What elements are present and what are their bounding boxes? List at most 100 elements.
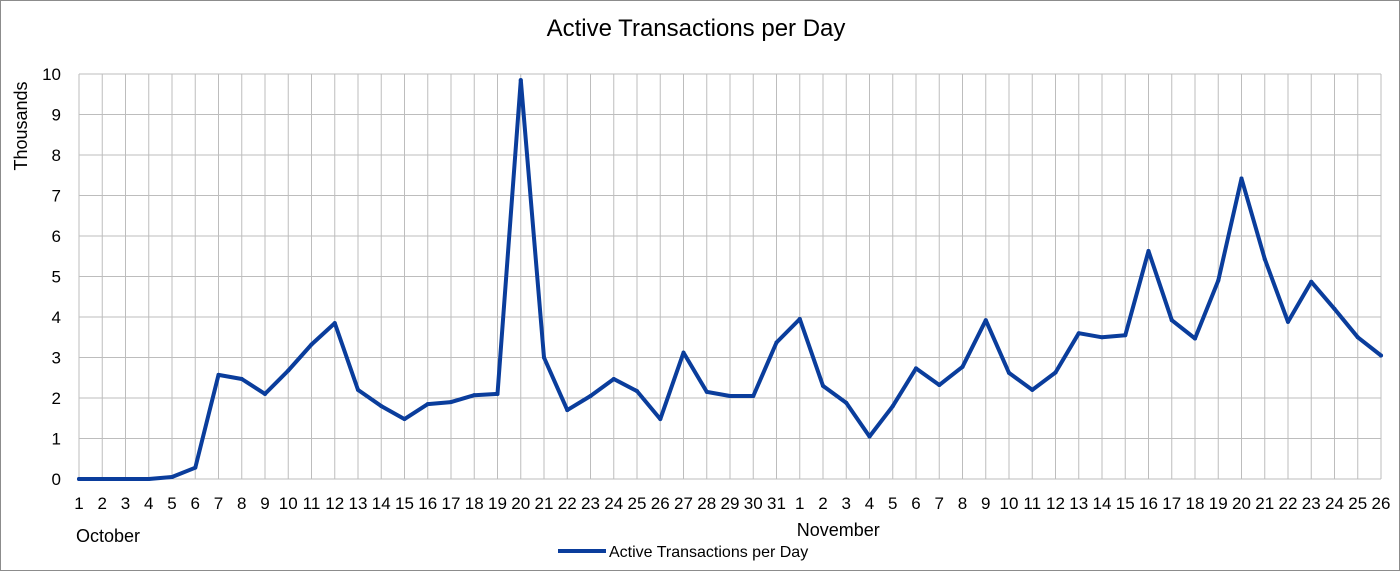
legend: Active Transactions per Day xyxy=(558,544,808,561)
x-tick-label: 18 xyxy=(1186,494,1205,513)
x-tick-label: 6 xyxy=(911,494,920,513)
x-tick-label: 1 xyxy=(795,494,804,513)
data-point xyxy=(1355,335,1360,340)
data-point xyxy=(1216,278,1221,283)
data-point xyxy=(1030,387,1035,392)
data-point xyxy=(402,417,407,422)
x-tick-label: 10 xyxy=(279,494,298,513)
data-point xyxy=(1332,306,1337,311)
y-tick-label: 10 xyxy=(42,65,61,84)
x-tick-label: 22 xyxy=(1279,494,1298,513)
y-tick-label: 7 xyxy=(52,187,61,206)
chart-title: Active Transactions per Day xyxy=(547,15,846,42)
x-tick-label: 2 xyxy=(818,494,827,513)
data-point xyxy=(797,317,802,322)
data-point xyxy=(983,318,988,323)
data-point xyxy=(518,78,523,83)
x-tick-label: 5 xyxy=(888,494,897,513)
x-tick-label: 2 xyxy=(98,494,107,513)
data-point xyxy=(867,434,872,439)
x-tick-label: 25 xyxy=(628,494,647,513)
data-point xyxy=(286,368,291,373)
x-tick-label: 29 xyxy=(721,494,740,513)
data-point xyxy=(309,342,314,347)
data-point xyxy=(565,408,570,413)
data-point xyxy=(170,474,174,479)
data-point xyxy=(774,340,779,345)
data-point xyxy=(379,404,384,409)
data-point xyxy=(728,393,732,398)
data-point xyxy=(821,383,825,388)
data-point xyxy=(890,404,895,409)
x-tick-label: 9 xyxy=(260,494,269,513)
x-tick-label: 24 xyxy=(604,494,623,513)
x-tick-label: 13 xyxy=(1069,494,1088,513)
x-tick-label: 4 xyxy=(144,494,153,513)
x-tick-label: 8 xyxy=(237,494,246,513)
data-point xyxy=(588,393,593,398)
data-point xyxy=(635,389,639,394)
x-tick-label: 4 xyxy=(865,494,874,513)
y-tick-label: 1 xyxy=(52,430,61,449)
y-tick-label: 6 xyxy=(52,227,61,246)
data-point xyxy=(1123,333,1128,338)
data-point xyxy=(193,465,198,470)
x-tick-label: 1 xyxy=(74,494,83,513)
y-tick-label: 2 xyxy=(52,389,61,408)
data-point xyxy=(239,376,244,381)
x-tick-label: 5 xyxy=(167,494,176,513)
x-tick-label: 27 xyxy=(674,494,693,513)
data-point xyxy=(1169,318,1174,323)
x-tick-label: 18 xyxy=(465,494,484,513)
x-tick-label: 6 xyxy=(191,494,200,513)
data-point xyxy=(542,355,546,360)
y-tick-label: 8 xyxy=(52,146,61,165)
x-tick-label: 23 xyxy=(581,494,600,513)
data-point xyxy=(472,393,477,398)
x-tick-label: 22 xyxy=(558,494,577,513)
data-point xyxy=(146,477,151,481)
x-tick-label: 11 xyxy=(303,494,321,513)
x-tick-label: 20 xyxy=(1232,494,1251,513)
x-tick-label: 31 xyxy=(767,494,786,513)
month-labels: October November xyxy=(76,520,880,546)
x-tick-label: 12 xyxy=(1046,494,1065,513)
x-tick-label: 19 xyxy=(488,494,507,513)
x-tick-label: 15 xyxy=(1116,494,1135,513)
data-point xyxy=(495,391,500,396)
x-tick-label: 14 xyxy=(1093,494,1112,513)
x-tick-label: 17 xyxy=(442,494,461,513)
x-tick-label: 3 xyxy=(842,494,851,513)
data-point xyxy=(1100,335,1104,340)
data-point xyxy=(1262,257,1267,262)
data-point xyxy=(914,366,918,371)
grid-layer xyxy=(78,73,1382,480)
y-tick-label: 5 xyxy=(52,268,61,287)
data-point xyxy=(332,321,337,326)
x-tick-label: 16 xyxy=(418,494,437,513)
data-point xyxy=(1146,248,1151,253)
x-tick-label: 15 xyxy=(395,494,414,513)
data-point xyxy=(1193,336,1197,341)
month-label: November xyxy=(797,520,880,540)
data-point xyxy=(77,477,81,481)
x-tick-label: 10 xyxy=(1000,494,1019,513)
x-tick-label: 7 xyxy=(214,494,223,513)
y-tick-label: 0 xyxy=(52,470,61,489)
x-tick-label: 20 xyxy=(511,494,530,513)
x-tick-label: 25 xyxy=(1348,494,1367,513)
y-tick-label: 4 xyxy=(52,308,61,327)
data-point xyxy=(960,364,965,369)
x-tick-label: 12 xyxy=(325,494,344,513)
x-tick-label: 21 xyxy=(1255,494,1274,513)
x-tick-label: 28 xyxy=(697,494,716,513)
data-point xyxy=(844,400,849,405)
x-tick-label: 13 xyxy=(349,494,368,513)
data-point xyxy=(1053,370,1058,375)
data-point xyxy=(681,350,686,355)
y-tick-label: 3 xyxy=(52,349,61,368)
x-tick-label: 3 xyxy=(121,494,130,513)
month-label: October xyxy=(76,526,140,546)
x-tick-label: 9 xyxy=(981,494,990,513)
data-point xyxy=(1286,319,1290,324)
